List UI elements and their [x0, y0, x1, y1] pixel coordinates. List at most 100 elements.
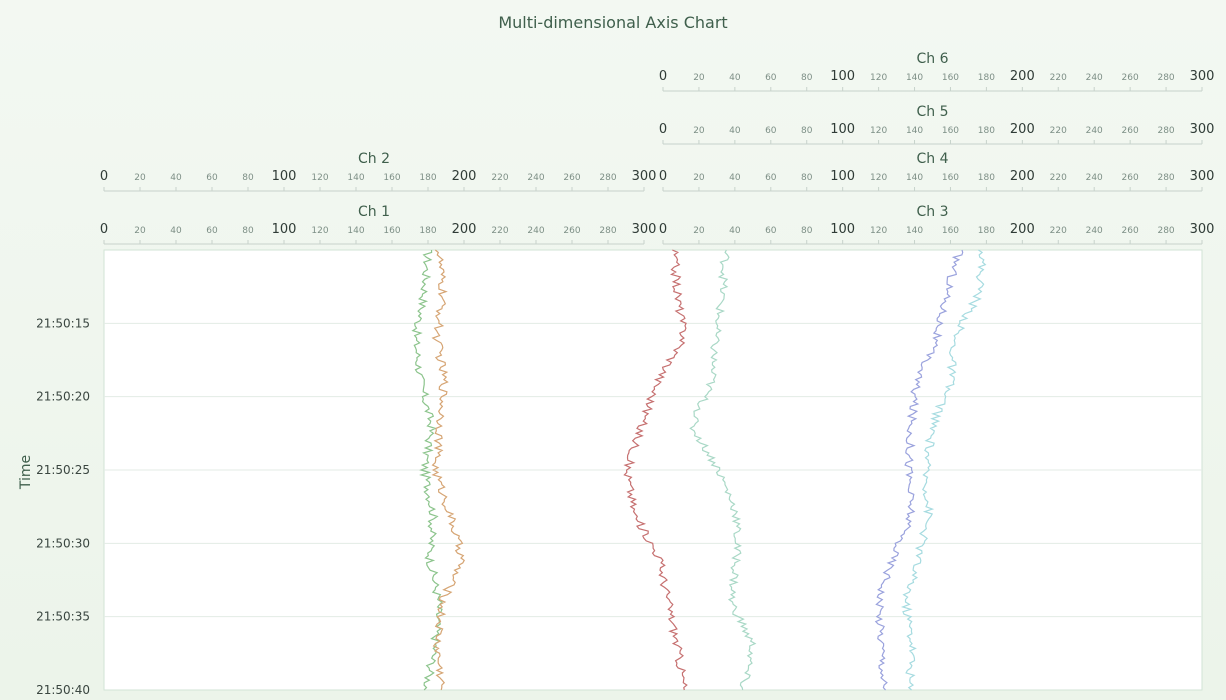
minor-tick-label: 40	[729, 173, 741, 183]
time-tick-label: 21:50:30	[36, 536, 90, 550]
major-tick-label: 200	[452, 222, 477, 237]
minor-tick-label: 120	[311, 226, 328, 236]
minor-tick-label: 240	[527, 173, 544, 183]
minor-tick-label: 220	[1050, 173, 1067, 183]
minor-tick-label: 60	[765, 73, 777, 83]
time-axis: 21:50:15 21:50:20 21:50:25 21:50:30 21:50:35…	[36, 316, 90, 697]
minor-tick-label: 60	[765, 226, 777, 236]
y-axis-title: Time	[18, 455, 34, 490]
minor-tick-label: 240	[1086, 126, 1103, 136]
minor-tick-label: 60	[765, 173, 777, 183]
minor-tick-label: 180	[978, 173, 995, 183]
minor-tick-label: 120	[870, 226, 887, 236]
major-tick-label: 300	[1190, 169, 1215, 184]
minor-tick-label: 240	[1086, 73, 1103, 83]
minor-tick-label: 280	[1157, 126, 1174, 136]
minor-tick-label: 120	[870, 173, 887, 183]
minor-tick-label: 260	[563, 226, 580, 236]
major-tick-label: 100	[830, 122, 855, 137]
major-tick-label: 300	[1190, 69, 1215, 84]
major-tick-label: 100	[830, 69, 855, 84]
minor-tick-label: 280	[599, 226, 616, 236]
minor-tick-label: 280	[1157, 173, 1174, 183]
time-tick-label: 21:50:35	[36, 610, 90, 624]
minor-tick-label: 140	[347, 226, 364, 236]
minor-tick-label: 140	[906, 73, 923, 83]
minor-tick-label: 40	[170, 173, 182, 183]
series-line-ch-3	[623, 249, 688, 691]
minor-tick-label: 220	[1050, 226, 1067, 236]
minor-tick-label: 260	[563, 173, 580, 183]
axis-title: Ch 5	[916, 104, 948, 120]
minor-tick-label: 60	[206, 173, 218, 183]
axis-ch-6: Ch 6 0 100 200 300 20 40 60 80 120 140 160 180 220 240…	[659, 51, 1215, 92]
minor-tick-label: 20	[693, 226, 705, 236]
minor-tick-label: 160	[942, 226, 959, 236]
minor-tick-label: 260	[1122, 173, 1139, 183]
major-tick-label: 0	[659, 122, 667, 137]
time-tick-label: 21:50:20	[36, 390, 90, 404]
major-tick-label: 0	[659, 222, 667, 237]
major-tick-label: 300	[632, 222, 657, 237]
time-tick-label: 21:50:25	[36, 463, 90, 477]
minor-tick-label: 180	[419, 173, 436, 183]
minor-tick-label: 40	[729, 126, 741, 136]
minor-tick-label: 180	[419, 226, 436, 236]
minor-tick-label: 220	[1050, 126, 1067, 136]
axis-title: Ch 6	[916, 51, 948, 67]
minor-tick-label: 120	[311, 173, 328, 183]
axis-ch-5: Ch 5 0 100 200 300 20 40 60 80 120 140 160 180 220 240…	[659, 104, 1215, 145]
minor-tick-label: 280	[1157, 73, 1174, 83]
time-tick-label: 21:50:40	[36, 683, 90, 697]
major-tick-label: 200	[1010, 169, 1035, 184]
minor-tick-label: 180	[978, 73, 995, 83]
minor-tick-label: 260	[1122, 226, 1139, 236]
minor-tick-label: 280	[599, 173, 616, 183]
minor-tick-label: 20	[134, 226, 146, 236]
major-tick-label: 100	[830, 222, 855, 237]
axis-title: Ch 3	[916, 204, 948, 220]
series-lines	[411, 249, 987, 691]
minor-tick-label: 40	[729, 226, 741, 236]
minor-tick-label: 140	[906, 226, 923, 236]
time-gridlines	[104, 322, 1202, 618]
series-line-ch-5	[874, 249, 964, 691]
minor-tick-label: 120	[870, 126, 887, 136]
minor-tick-label: 140	[906, 126, 923, 136]
minor-tick-label: 160	[942, 173, 959, 183]
minor-tick-label: 40	[170, 226, 182, 236]
minor-tick-label: 220	[491, 173, 508, 183]
series-line-ch-4	[689, 249, 757, 691]
minor-tick-label: 260	[1122, 126, 1139, 136]
minor-tick-label: 80	[801, 173, 813, 183]
minor-tick-label: 80	[801, 73, 813, 83]
minor-tick-label: 240	[1086, 173, 1103, 183]
minor-tick-label: 260	[1122, 73, 1139, 83]
series-line-ch-6	[900, 249, 987, 691]
axis-ch-2: Ch 2 0 100 200 300 20 40 60 80 120 140 160 180 220 240…	[100, 151, 657, 192]
axis-title: Ch 4	[916, 151, 948, 167]
major-tick-label: 200	[1010, 222, 1035, 237]
axis-title: Ch 2	[358, 151, 390, 167]
major-tick-label: 300	[632, 169, 657, 184]
major-tick-label: 0	[100, 222, 108, 237]
minor-tick-label: 240	[1086, 226, 1103, 236]
minor-tick-label: 80	[242, 226, 254, 236]
major-tick-label: 100	[830, 169, 855, 184]
minor-tick-label: 160	[942, 126, 959, 136]
major-tick-label: 0	[659, 169, 667, 184]
axis-ch-4: Ch 4 0 100 200 300 20 40 60 80 120 140 160 180 220 240…	[659, 151, 1215, 192]
major-tick-label: 100	[272, 169, 297, 184]
axis-ch-3: Ch 3 0 100 200 300 20 40 60 80 120 140 160 180 220 240…	[659, 204, 1214, 245]
minor-tick-label: 140	[906, 173, 923, 183]
minor-tick-label: 280	[1157, 226, 1174, 236]
minor-tick-label: 20	[693, 73, 705, 83]
minor-tick-label: 80	[242, 173, 254, 183]
minor-tick-label: 160	[383, 173, 400, 183]
minor-tick-label: 160	[383, 226, 400, 236]
axis-ch-1: Ch 1 0 100 200 300 20 40 60 80 120 140 160 180 220 240…	[100, 204, 657, 245]
minor-tick-label: 220	[491, 226, 508, 236]
major-tick-label: 300	[1190, 122, 1215, 137]
minor-tick-label: 80	[801, 226, 813, 236]
